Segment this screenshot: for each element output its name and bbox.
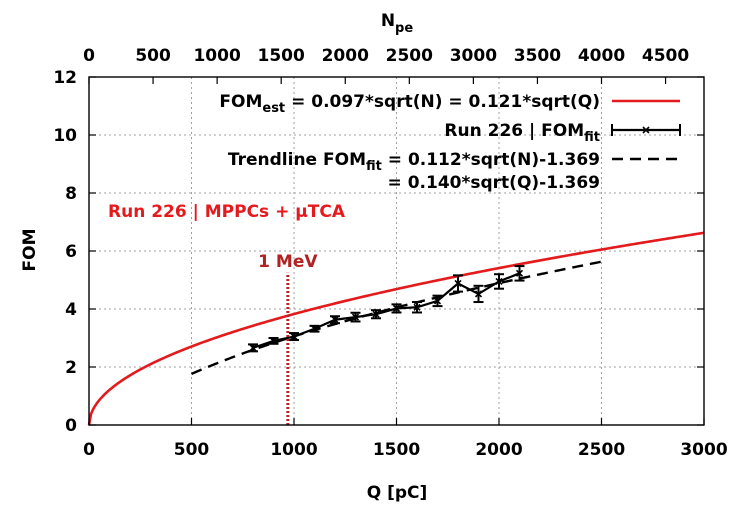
- top-axis-title-sub: pe: [395, 21, 413, 36]
- legend-label: Trendline FOMfit = 0.112*sqrt(N)-1.369: [228, 150, 600, 174]
- legend-label: = 0.140*sqrt(Q)-1.369: [388, 173, 600, 193]
- y-tick-label: 2: [65, 358, 77, 378]
- x2-tick-label: 1500: [258, 46, 305, 66]
- x2-tick-label: 3000: [450, 46, 497, 66]
- fom-fit-point: [514, 265, 525, 282]
- x2-tick-label: 1000: [193, 46, 240, 66]
- x-tick-label: 2000: [475, 440, 522, 460]
- x-tick-label: 1000: [270, 440, 317, 460]
- x-tick-label: 0: [83, 440, 95, 460]
- x-tick-label: 3000: [680, 440, 727, 460]
- x2-tick-label: 2000: [322, 46, 369, 66]
- energy-marker-label: 1 MeV: [258, 252, 318, 272]
- x-tick-label: 1500: [373, 440, 420, 460]
- run-annotation: Run 226 | MPPCs + µTCA: [108, 202, 346, 222]
- y-tick-label: 8: [65, 184, 77, 204]
- fom-fit-point: [391, 303, 402, 314]
- top-axis-title: Npe: [381, 11, 414, 36]
- y-tick-label: 12: [53, 68, 77, 88]
- y-tick-label: 10: [53, 126, 77, 146]
- fom-fit-point: [350, 311, 361, 323]
- x2-tick-label: 4000: [578, 46, 625, 66]
- y-tick-label: 0: [65, 416, 77, 436]
- x2-tick-label: 0: [83, 46, 95, 66]
- plot-series: [87, 231, 705, 426]
- axis-ticks: 0 500 1000 1500 2000 2500 3000 0 2 4 6 8 10 12 0 500 100…: [53, 46, 727, 460]
- y-tick-label: 4: [65, 300, 77, 320]
- x2-tick-label: 4500: [642, 46, 689, 66]
- y-axis-title: FOM: [20, 229, 40, 272]
- fom-fit-point: [371, 309, 381, 320]
- x2-tick-label: 2500: [386, 46, 433, 66]
- fom-fit-point: [473, 284, 484, 304]
- y-tick-label: 6: [65, 242, 77, 262]
- fom-fit-point: [268, 337, 279, 345]
- x-axis-title: Q [pC]: [367, 483, 428, 503]
- energy-marker: 1 MeV: [258, 252, 318, 425]
- x-tick-label: 500: [174, 440, 210, 460]
- top-axis-title-main: N: [381, 11, 395, 31]
- x2-tick-label: 500: [135, 46, 171, 66]
- legend: FOMest = 0.097*sqrt(N) = 0.121*sqrt(Q) Ru…: [219, 92, 681, 193]
- fom-estimate-series: [87, 231, 705, 426]
- legend-label: Run 226 | FOMfit: [444, 121, 600, 145]
- trendline-series: [191, 260, 602, 376]
- legend-sample-errorbar: [611, 124, 681, 136]
- fom-fit-point: [494, 273, 504, 290]
- x-tick-label: 2500: [578, 440, 625, 460]
- legend-label: FOMest = 0.097*sqrt(N) = 0.121*sqrt(Q): [219, 92, 600, 116]
- grid: [89, 77, 704, 425]
- x2-tick-label: 3500: [514, 46, 561, 66]
